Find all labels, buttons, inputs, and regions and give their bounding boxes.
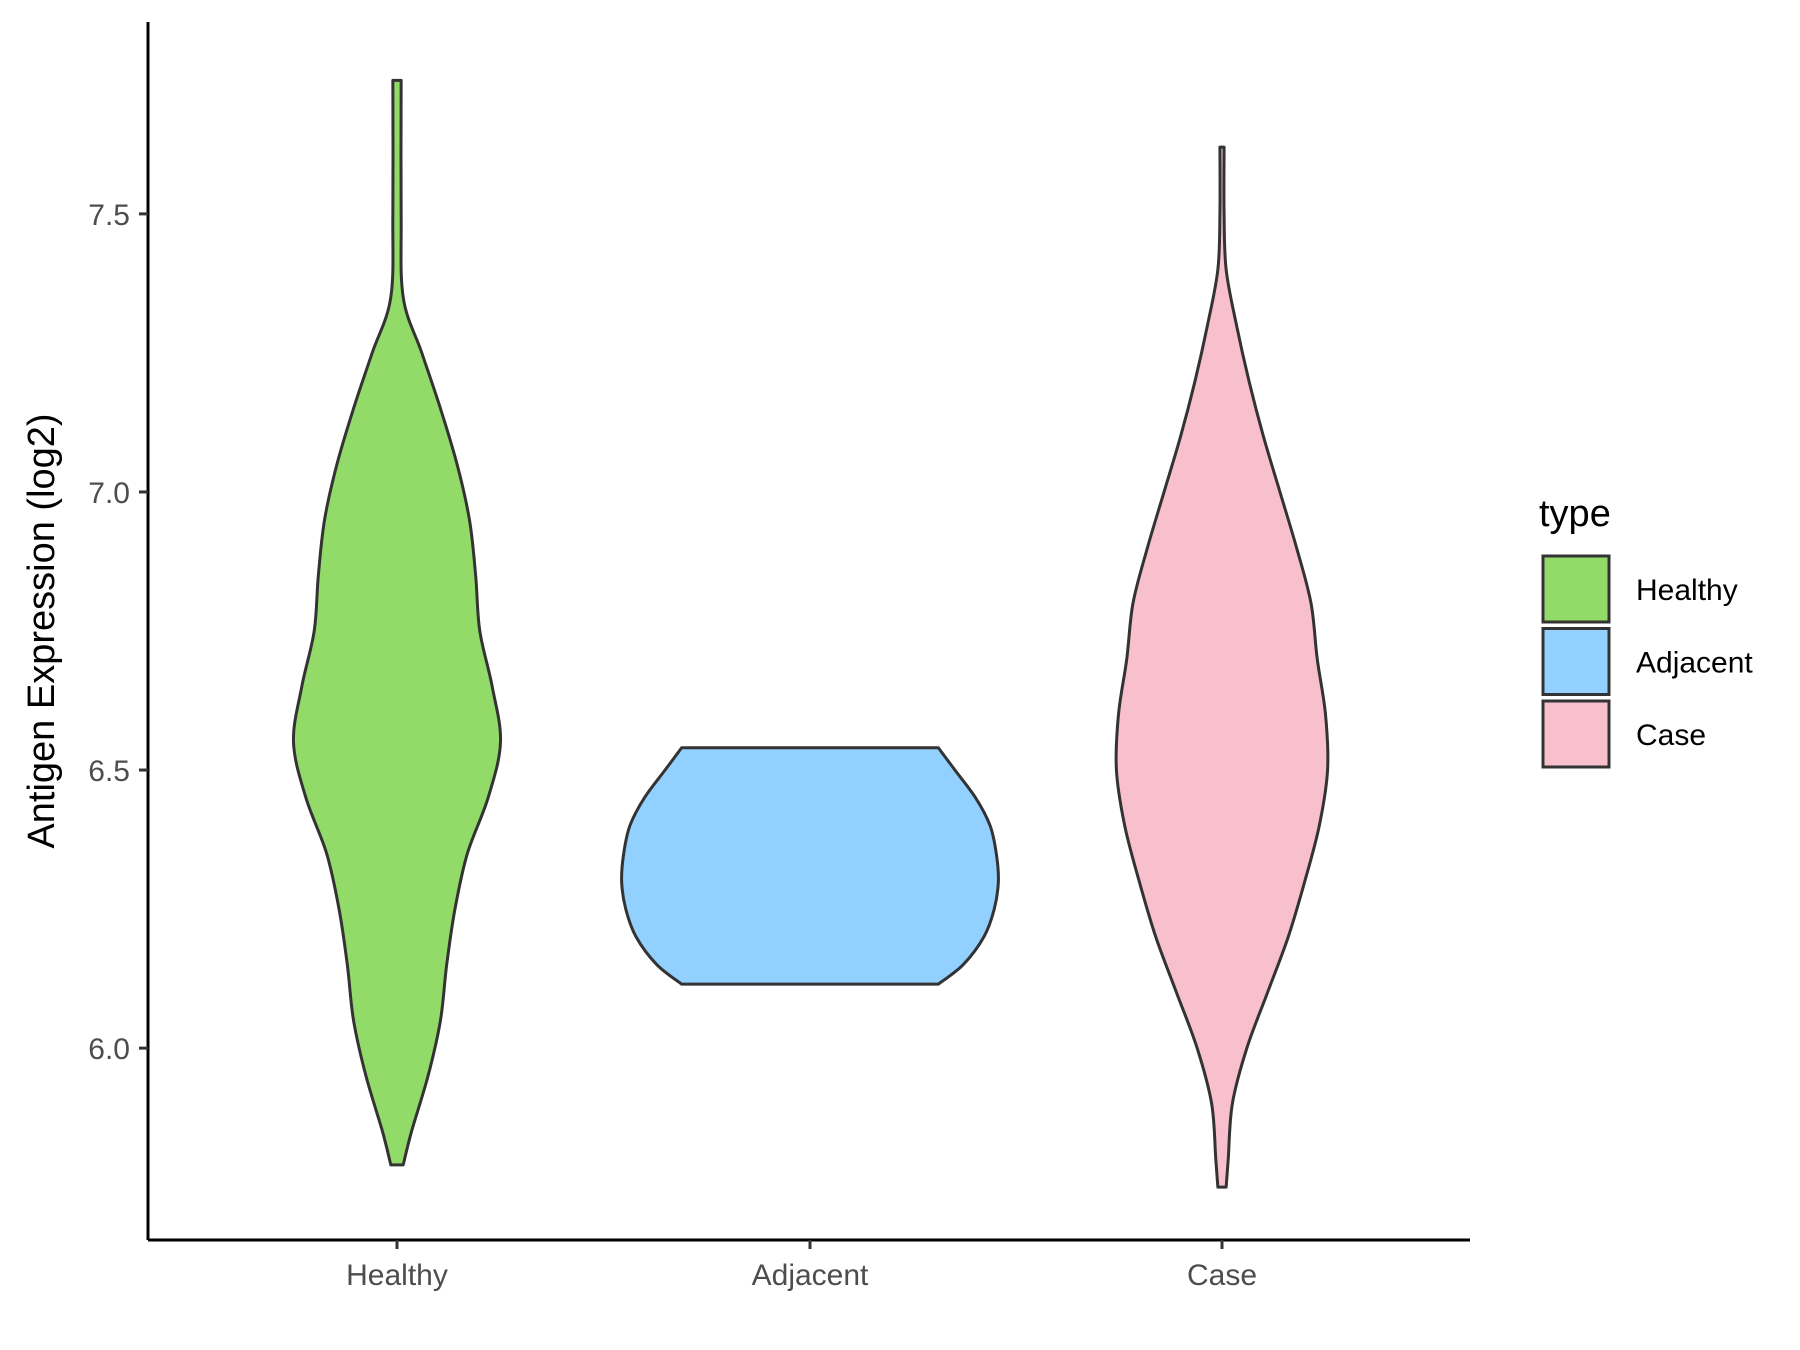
y-tick-label: 6.0	[88, 1033, 130, 1066]
y-tick-label: 7.0	[88, 477, 130, 510]
legend-label: Adjacent	[1636, 647, 1753, 680]
violin-adjacent	[620, 746, 1000, 986]
x-tick-label: Healthy	[346, 1259, 448, 1292]
legend-key-case	[1541, 699, 1611, 769]
x-tick-label: Adjacent	[752, 1259, 869, 1292]
legend: type Healthy Adjacent Case	[1539, 493, 1753, 769]
violin-case	[1114, 145, 1330, 1189]
legend-label: Case	[1636, 719, 1706, 752]
y-axis-title: Antigen Expression (log2)	[21, 413, 63, 848]
legend-key-healthy	[1541, 554, 1611, 624]
violins-layer	[291, 78, 1330, 1189]
legend-key-adjacent	[1541, 627, 1611, 696]
y-tick-label: 6.5	[88, 755, 130, 788]
violin-healthy	[291, 78, 503, 1167]
axes-layer: 6.0 6.5 7.0 7.5 Healthy Adjacent Case Antigen E…	[21, 22, 1470, 1292]
x-tick-label: Case	[1187, 1259, 1257, 1292]
legend-title: type	[1539, 493, 1611, 535]
legend-label: Healthy	[1636, 574, 1738, 607]
y-tick-label: 7.5	[88, 199, 130, 232]
